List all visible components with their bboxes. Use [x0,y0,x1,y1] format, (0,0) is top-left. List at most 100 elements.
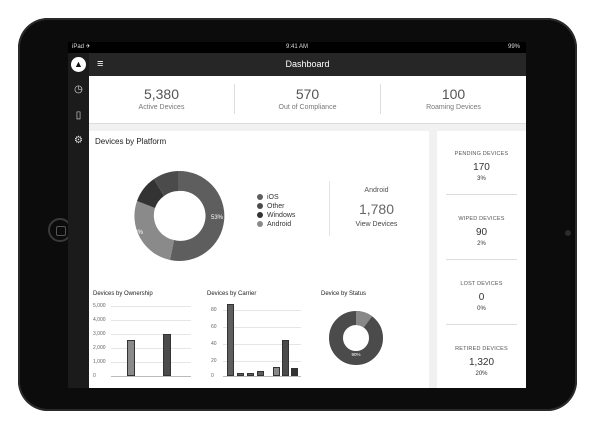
platform-legend: iOS Other Windows Android [257,193,295,229]
gear-icon[interactable]: ⚙ [74,135,83,146]
top-bar: ≡ Dashboard [89,53,526,76]
wiped-value: 90 [475,227,488,238]
ownership-bar [163,334,171,376]
platform-title: Devices by Platform [95,137,167,146]
legend-label: Android [267,221,292,228]
legend-dot [257,194,263,200]
y-tick: 0 [211,373,214,379]
y-tick: 2,000 [93,345,106,351]
charts-panel: Devices by Platform 53% 33% iOS Other Wi… [89,131,429,388]
wiped-title: WIPED DEVICES [458,216,505,222]
y-tick: 0 [93,373,96,379]
roaming-stat: 100 Roaming Devices [381,76,526,123]
lost-title: LOST DEVICES [460,281,503,287]
carrier-bar [247,373,254,376]
status-percent-label: 90% [351,352,360,357]
status-bar: iPad ✈︎ 9:41 AM 99% [68,42,526,53]
gridline [223,344,301,345]
pending-value: 170 [473,162,490,173]
clock-icon[interactable]: ◷ [74,84,83,95]
android-percent-label: 33% [131,230,144,236]
summary-stats: 5,380 Active Devices 570 Out of Complian… [89,76,526,124]
battery-text: 99% [507,44,520,50]
y-tick: 3,000 [93,331,106,337]
pending-title: PENDING DEVICES [454,151,509,157]
carrier-title: Devices by Carrier [207,291,257,297]
gridline [223,327,301,328]
active-devices-stat: 5,380 Active Devices [89,76,234,123]
carrier-text: iPad ✈︎ [72,44,91,50]
legend-item: iOS [257,193,295,202]
page-title: Dashboard [285,59,330,69]
android-slice [134,201,174,260]
compliance-value: 570 [295,86,320,102]
legend-label: Windows [267,212,296,219]
wiped-percent: 2% [477,241,486,247]
compliance-stat: 570 Out of Compliance [235,76,380,123]
retired-value: 1,320 [468,357,495,368]
lost-percent: 0% [477,306,486,312]
gridline [111,306,191,307]
divider [446,324,517,325]
compliance-label: Out of Compliance [278,104,337,111]
active-devices-value: 5,380 [143,86,180,102]
time-text: 9:41 AM [285,44,308,50]
windows-slice [137,179,164,208]
wiped-devices-card[interactable]: WIPED DEVICES 90 2% [437,216,526,247]
legend-label: iOS [267,194,279,201]
divider [380,84,381,114]
y-tick: 1,000 [93,359,106,365]
legend-item: Other [257,202,295,211]
mobile-icon[interactable]: ▯ [75,110,82,121]
android-title: Android [364,187,389,194]
y-tick: 40 [211,341,217,347]
x-axis [111,376,191,377]
logo-icon[interactable]: ▲ [71,57,86,72]
retired-devices-card[interactable]: RETIRED DEVICES 1,320 20% [437,346,526,377]
device-status-panel: PENDING DEVICES 170 3% WIPED DEVICES 90 … [437,131,526,388]
divider [234,84,235,114]
divider [446,259,517,260]
gridline [111,348,191,349]
carrier-bar [291,368,298,376]
y-tick: 60 [211,324,217,330]
gridline [111,362,191,363]
carrier-bar [257,371,264,376]
status-title: Device by Status [321,291,367,297]
y-tick: 20 [211,358,217,364]
gridline [223,361,301,362]
pending-percent: 3% [477,176,486,182]
retired-percent: 20% [475,371,488,377]
y-tick: 5,000 [93,303,106,309]
roaming-label: Roaming Devices [426,104,481,111]
view-devices-link[interactable]: View Devices [355,221,398,228]
legend-item: Android [257,220,295,229]
ios-percent-label: 53% [211,215,224,221]
hamburger-icon[interactable]: ≡ [97,58,104,70]
active-devices-label: Active Devices [138,104,185,111]
android-count: 1,780 [358,201,395,217]
other-slice [154,171,178,196]
carrier-bar [237,373,244,376]
retired-title: RETIRED DEVICES [455,346,508,352]
status-donut-chart: 90% [329,311,383,365]
lost-value: 0 [478,292,485,303]
y-tick: 80 [211,307,217,313]
status-slice [355,311,373,328]
separator [329,181,330,236]
camera [565,230,571,236]
carrier-bar [273,367,280,376]
ownership-title: Devices by Ownership [93,291,153,297]
gridline [111,334,191,335]
gridline [111,320,191,321]
carrier-bar [227,304,234,376]
pending-devices-card[interactable]: PENDING DEVICES 170 3% [437,151,526,182]
divider [446,194,517,195]
ios-slice [170,170,225,261]
lost-devices-card[interactable]: LOST DEVICES 0 0% [437,281,526,312]
screen: iPad ✈︎ 9:41 AM 99% ▲ ◷ ▯ ⚙ ≡ Dashboard … [68,42,526,388]
carrier-bar [282,340,289,376]
legend-dot [257,203,263,209]
gridline [223,310,301,311]
ownership-bar [127,340,135,376]
